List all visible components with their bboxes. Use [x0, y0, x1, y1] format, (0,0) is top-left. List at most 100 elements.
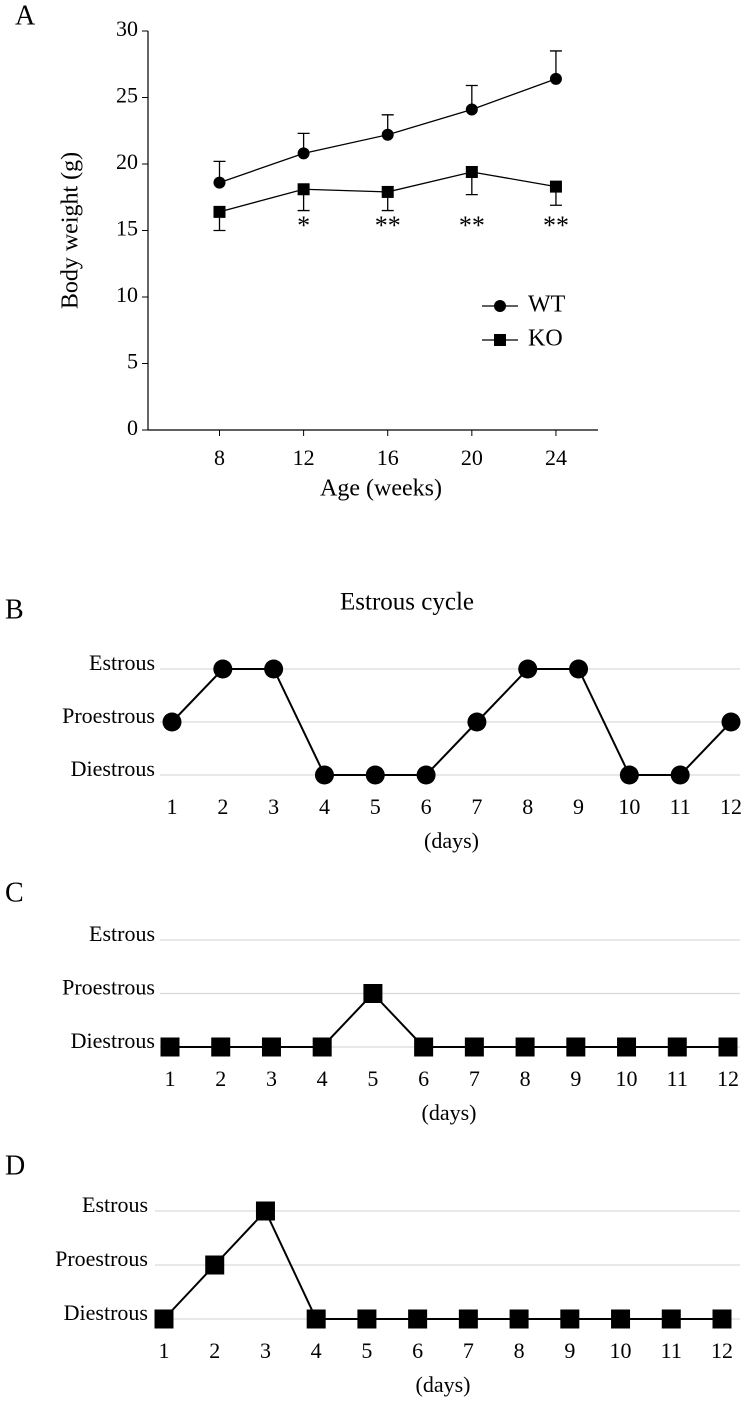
marker	[549, 72, 562, 85]
marker	[381, 128, 394, 141]
y-axis-label: Body weight (g)	[58, 152, 84, 309]
marker	[467, 712, 487, 732]
marker	[566, 1037, 586, 1057]
y-tick-label: Estrous	[82, 1192, 148, 1217]
marker	[211, 1037, 231, 1057]
marker	[518, 659, 538, 679]
x-tick-label: 9	[564, 1338, 575, 1363]
marker	[306, 1309, 326, 1329]
x-tick-label: 10	[616, 1066, 638, 1091]
x-tick-label: 3	[260, 1338, 271, 1363]
marker	[297, 183, 310, 196]
x-tick-label: 5	[367, 1066, 378, 1091]
marker	[611, 1309, 631, 1329]
x-tick-label: 7	[463, 1338, 474, 1363]
x-tick-label: 3	[268, 794, 279, 819]
x-tick-label: 12	[711, 1338, 733, 1363]
x-tick-label: 7	[469, 1066, 480, 1091]
y-tick-label: Proestrous	[62, 975, 155, 1000]
x-axis-label: (days)	[424, 828, 479, 853]
series-line	[170, 992, 728, 1048]
annotation: **	[375, 211, 401, 240]
marker	[261, 1037, 281, 1057]
annotation: **	[459, 211, 485, 240]
x-tick-label: 6	[412, 1338, 423, 1363]
x-tick-label: 1	[167, 794, 178, 819]
marker	[255, 1201, 275, 1221]
chart-title: Estrous cycle	[340, 589, 474, 616]
x-tick-label: 2	[215, 1066, 226, 1091]
x-tick-label: 9	[570, 1066, 581, 1091]
x-tick-label: 1	[159, 1338, 170, 1363]
x-tick-label: 2	[217, 794, 228, 819]
marker	[162, 712, 182, 732]
x-axis-label: (days)	[422, 1100, 477, 1125]
marker	[205, 1255, 225, 1275]
x-tick-label: 12	[293, 445, 315, 470]
marker	[213, 176, 226, 189]
x-tick-label: 8	[520, 1066, 531, 1091]
marker	[509, 1309, 529, 1329]
marker	[515, 1037, 535, 1057]
y-tick-label: Estrous	[89, 921, 155, 946]
x-tick-label: 6	[418, 1066, 429, 1091]
marker	[494, 300, 506, 312]
x-tick-label: 3	[266, 1066, 277, 1091]
marker	[213, 659, 233, 679]
marker	[365, 765, 385, 785]
x-tick-label: 16	[377, 445, 399, 470]
marker	[416, 765, 436, 785]
x-tick-label: 8	[522, 794, 533, 819]
x-tick-label: 24	[545, 445, 567, 470]
marker	[160, 1037, 180, 1057]
y-tick-label: 0	[127, 415, 138, 440]
x-tick-label: 4	[317, 1066, 328, 1091]
marker	[314, 765, 334, 785]
x-tick-label: 7	[471, 794, 482, 819]
y-tick-label: Diestrous	[64, 1300, 148, 1325]
marker	[363, 984, 383, 1003]
x-tick-label: 12	[720, 794, 742, 819]
marker	[408, 1309, 428, 1329]
marker	[560, 1309, 580, 1329]
marker	[465, 165, 478, 178]
marker	[464, 1037, 484, 1057]
marker	[661, 1309, 681, 1329]
x-tick-label: 8	[214, 445, 225, 470]
y-tick-label: 10	[116, 282, 138, 307]
x-tick-label: 11	[661, 1338, 682, 1363]
y-tick-label: Proestrous	[62, 703, 155, 728]
marker	[718, 1037, 738, 1057]
marker	[712, 1309, 732, 1329]
x-axis-label: Age (weeks)	[320, 476, 442, 502]
x-tick-label: 5	[370, 794, 381, 819]
marker	[264, 659, 284, 679]
x-tick-label: 9	[573, 794, 584, 819]
marker	[414, 1037, 434, 1057]
marker	[549, 180, 562, 193]
y-tick-label: Diestrous	[71, 756, 155, 781]
marker	[617, 1037, 637, 1057]
y-tick-label: 30	[116, 16, 138, 41]
x-tick-label: 20	[461, 445, 483, 470]
x-tick-label: 4	[311, 1338, 322, 1363]
marker	[381, 185, 394, 198]
annotation: **	[543, 211, 569, 240]
x-axis-label: (days)	[416, 1372, 471, 1397]
marker	[297, 147, 310, 160]
marker	[721, 712, 741, 732]
marker	[458, 1309, 478, 1329]
x-tick-label: 2	[209, 1338, 220, 1363]
marker	[494, 334, 506, 346]
x-tick-label: 10	[618, 794, 640, 819]
x-tick-label: 11	[667, 1066, 688, 1091]
y-tick-label: Estrous	[89, 650, 155, 675]
x-tick-label: 4	[319, 794, 330, 819]
x-tick-label: 5	[361, 1338, 372, 1363]
marker	[357, 1309, 377, 1329]
x-tick-label: 8	[514, 1338, 525, 1363]
marker	[213, 205, 226, 218]
marker	[667, 1037, 687, 1057]
panel-label: A	[15, 0, 36, 31]
